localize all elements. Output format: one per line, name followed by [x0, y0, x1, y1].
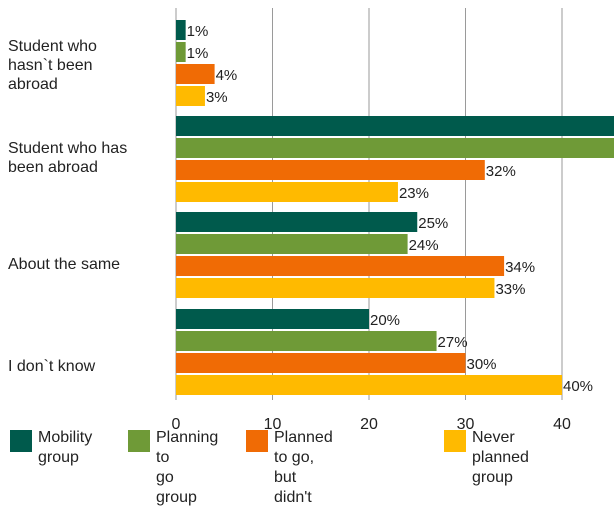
data-label-1-3: 23% [399, 185, 429, 202]
bar-3-2 [176, 353, 466, 373]
bar-2-2 [176, 256, 505, 276]
bar-1-2 [176, 160, 485, 180]
bar-1-1 [176, 138, 614, 158]
data-label-0-3: 3% [206, 89, 228, 106]
x-tick-label-20: 20 [360, 416, 378, 430]
data-label-3-1: 27% [438, 334, 468, 351]
bar-2-3 [176, 278, 495, 298]
legend-swatch-1 [128, 430, 150, 452]
data-label-3-2: 30% [467, 356, 497, 373]
bar-1-0 [176, 116, 614, 136]
legend-label-0: Mobility group [38, 429, 93, 466]
bar-chart: 01020304050607080901%1%4%3%54%47%32%23%2… [172, 8, 614, 430]
legend: Mobility group Planning to go group Planne… [0, 428, 614, 506]
data-label-2-2: 34% [505, 259, 535, 276]
data-label-0-1: 1% [187, 45, 209, 62]
bar-2-0 [176, 212, 418, 232]
bar-3-0 [176, 309, 369, 329]
bar-0-0 [176, 20, 186, 40]
data-label-3-3: 40% [563, 378, 593, 395]
data-label-1-2: 32% [486, 163, 516, 180]
bar-3-1 [176, 331, 437, 351]
category-label-1: Student who has been abroad [8, 140, 128, 176]
bar-0-1 [176, 42, 186, 62]
legend-label-1: Planning to go group [156, 429, 219, 506]
data-label-3-0: 20% [370, 312, 400, 329]
bar-2-1 [176, 234, 408, 254]
data-label-2-1: 24% [409, 237, 439, 254]
legend-swatch-0 [10, 430, 32, 452]
data-label-0-0: 1% [187, 23, 209, 40]
legend-label-2: Planned to go, but didn't [274, 429, 333, 506]
bar-1-3 [176, 182, 398, 202]
legend-swatch-3 [444, 430, 466, 452]
data-label-0-2: 4% [216, 67, 238, 84]
data-label-2-0: 25% [418, 215, 448, 232]
bar-0-2 [176, 64, 215, 84]
bar-3-3 [176, 375, 562, 395]
x-tick-label-40: 40 [553, 416, 571, 430]
bar-0-3 [176, 86, 205, 106]
category-label-2: About the same [8, 256, 121, 273]
legend-swatch-2 [246, 430, 268, 452]
category-label-3: I don`t know [8, 358, 96, 375]
x-tick-label-30: 30 [457, 416, 475, 430]
legend-label-3: Never planned group [472, 429, 529, 486]
category-label-0: Student who hasn`t been abroad [8, 38, 97, 93]
x-tick-label-0: 0 [172, 416, 181, 430]
x-tick-label-10: 10 [264, 416, 282, 430]
data-label-2-3: 33% [495, 281, 525, 298]
